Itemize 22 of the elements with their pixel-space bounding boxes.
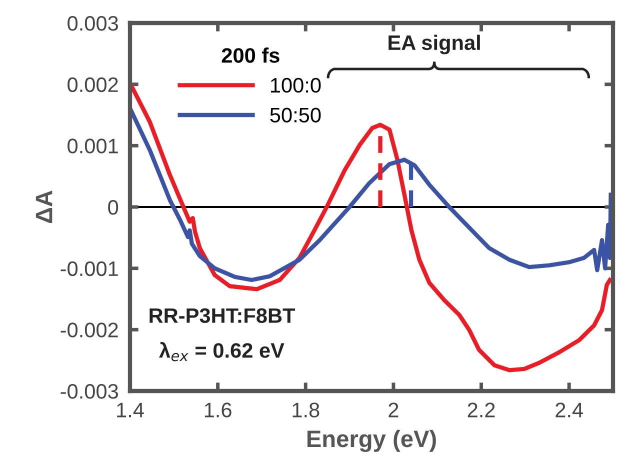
legend-title: 200 fs [222,48,280,63]
x-tick-label: 1.4 [117,402,144,418]
x-tick-label: 1.6 [204,402,232,418]
line-series [130,106,613,282]
x-tick-label: 2 [388,402,398,418]
legend-label: 50:50 [270,108,321,122]
x-tick-label: 2.4 [556,402,583,418]
annotation: RR-P3HT:F8BT [150,308,296,324]
legend-label: 100:0 [270,78,321,93]
annotation: λ$_{ex}$ = 0.62 eV [159,342,284,362]
x-axis-title: Energy (eV) [307,430,436,452]
y-axis-title: ΔA [36,190,52,224]
y-tick-label: 0.002 [68,77,118,92]
y-tick-label: 0.003 [68,16,118,31]
y-tick-label: 0 [108,200,118,215]
x-tick-label: 1.8 [292,402,320,418]
x-tick-label: 2.2 [468,402,495,418]
y-tick-label: 0.001 [68,138,118,154]
y-tick-label: -0.001 [60,261,118,276]
y-tick-label: -0.003 [60,384,118,399]
y-tick-label: -0.002 [60,322,118,338]
annotation: EA signal [388,34,480,54]
